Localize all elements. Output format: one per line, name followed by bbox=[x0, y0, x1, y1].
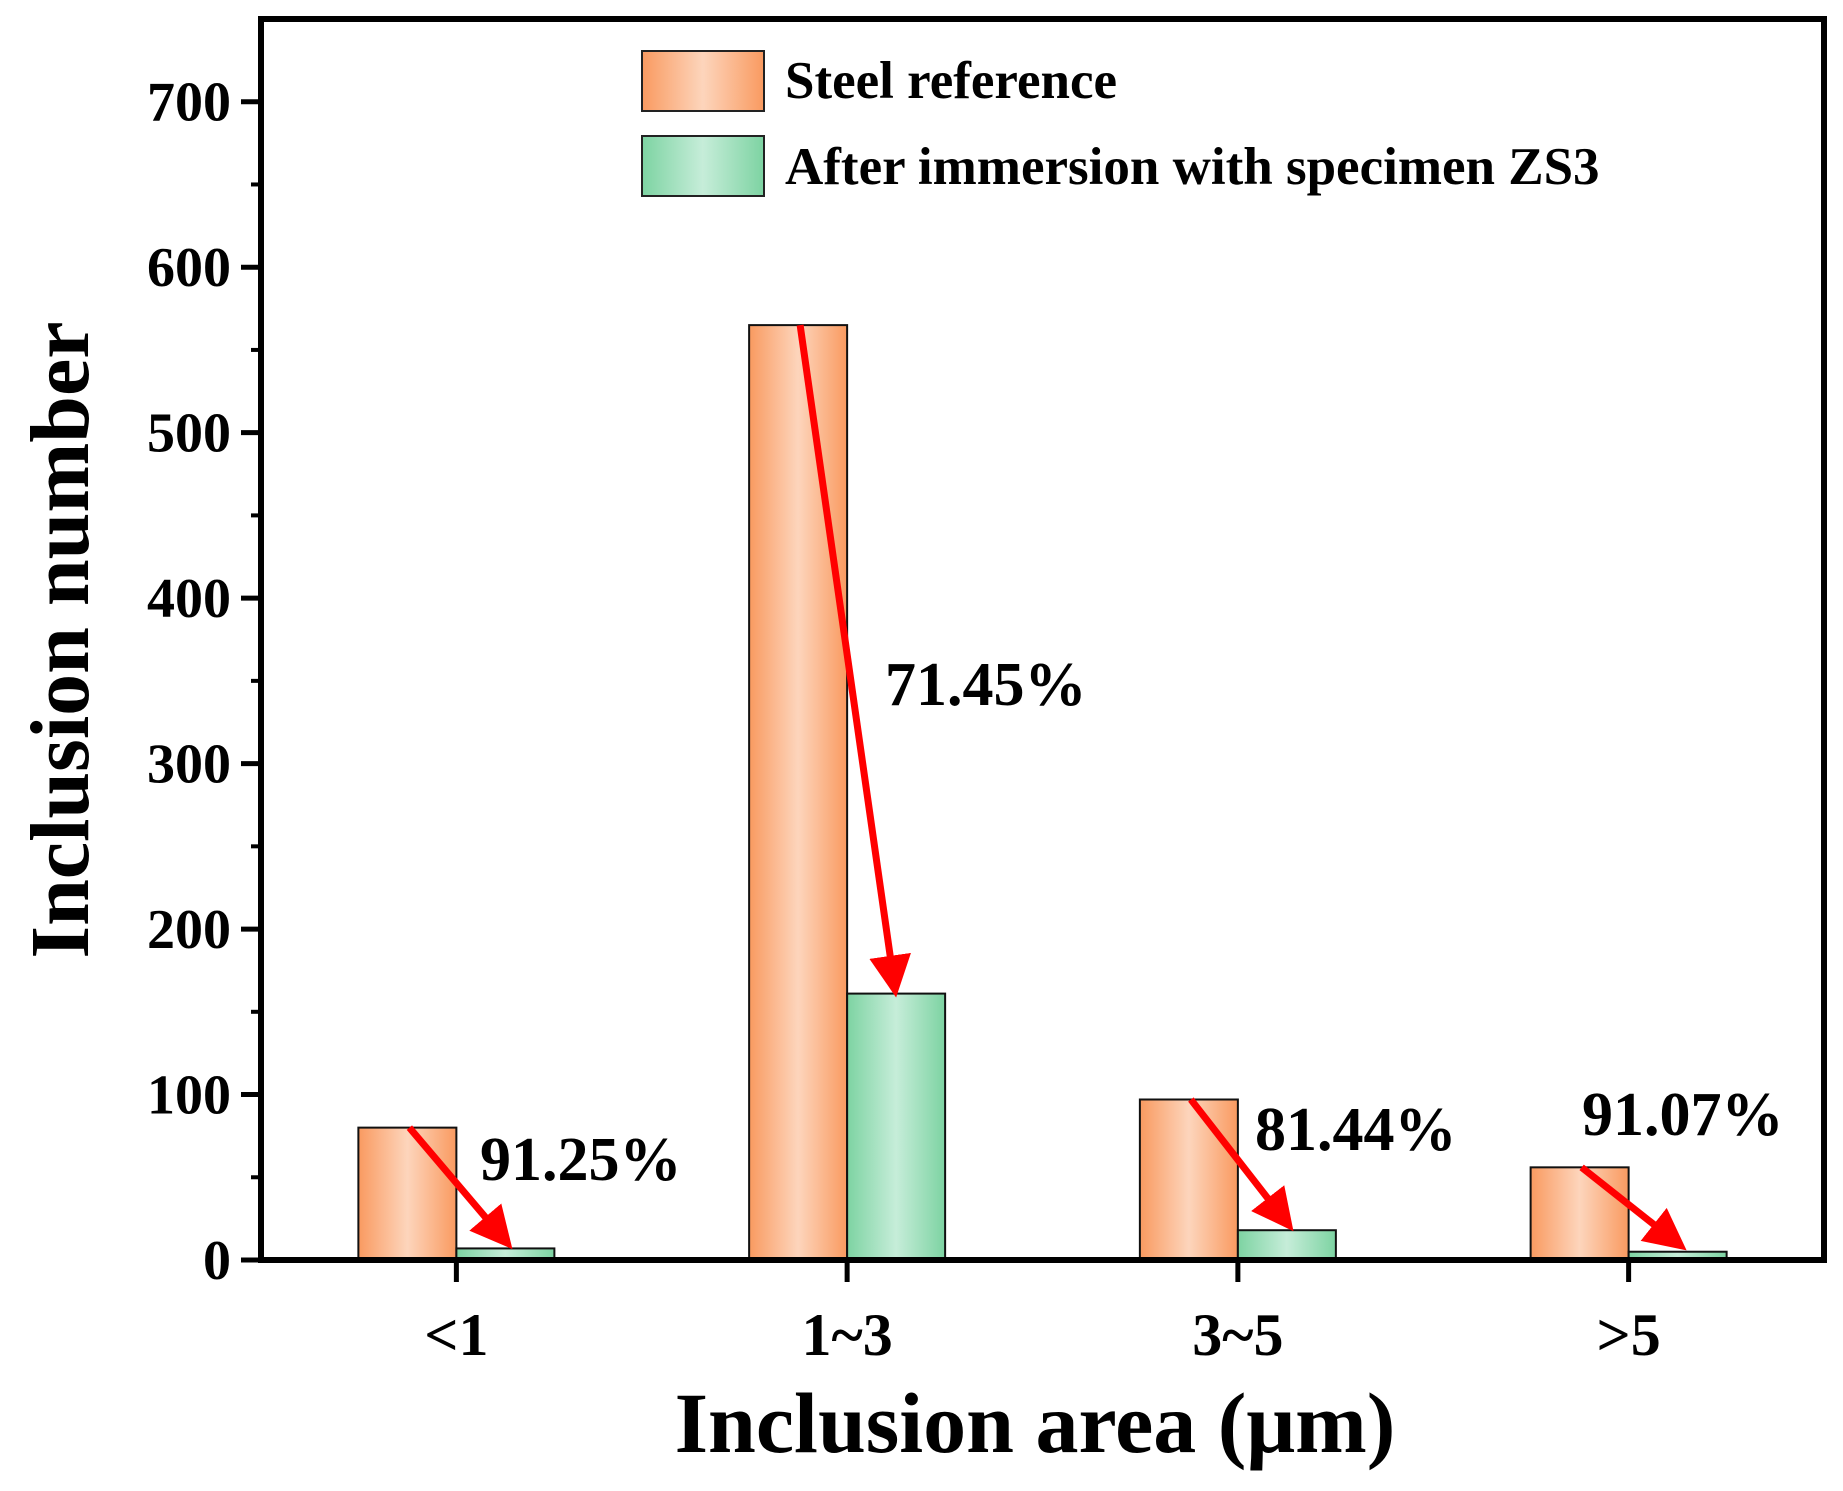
y-tick-label: 600 bbox=[147, 237, 231, 299]
x-tick-label: <1 bbox=[424, 1302, 488, 1368]
reduction-arrow bbox=[1579, 1164, 1687, 1251]
bar-steel-reference-1 bbox=[748, 324, 849, 1261]
y-tick-label: 700 bbox=[147, 72, 231, 134]
reduction-label: 71.45% bbox=[885, 651, 1087, 719]
y-tick-label: 300 bbox=[147, 734, 231, 796]
bar-after-immersion-1 bbox=[846, 992, 947, 1262]
reduction-label: 91.07% bbox=[1582, 1081, 1784, 1149]
reduction-label: 91.25% bbox=[480, 1126, 682, 1194]
reduction-arrow bbox=[796, 324, 911, 998]
x-tick-label: 1~3 bbox=[802, 1302, 893, 1368]
legend: Steel reference After immersion with spe… bbox=[641, 50, 1600, 197]
bar-after-immersion-2 bbox=[1236, 1229, 1337, 1261]
legend-swatch-steel-reference bbox=[641, 50, 765, 112]
y-tick-label: 400 bbox=[147, 568, 231, 630]
x-axis-label: Inclusion area (μm) bbox=[675, 1375, 1396, 1471]
bar-steel-reference-0 bbox=[357, 1126, 458, 1262]
reduction-arrow bbox=[406, 1125, 513, 1250]
y-axis-label: Inclusion number bbox=[14, 321, 107, 958]
legend-label-after-immersion: After immersion with specimen ZS3 bbox=[785, 138, 1600, 196]
x-tick-label: >5 bbox=[1597, 1302, 1661, 1368]
plot-frame bbox=[258, 16, 1827, 1263]
y-tick-label: 100 bbox=[147, 1065, 231, 1127]
legend-label-steel-reference: Steel reference bbox=[785, 52, 1117, 110]
y-tick-label: 500 bbox=[147, 403, 231, 465]
bar-steel-reference-3 bbox=[1529, 1166, 1630, 1261]
x-tick-label: 3~5 bbox=[1192, 1302, 1283, 1368]
legend-swatch-after-immersion bbox=[641, 135, 765, 197]
bar-steel-reference-2 bbox=[1138, 1098, 1239, 1261]
reduction-arrow bbox=[1188, 1097, 1294, 1232]
y-tick-label: 200 bbox=[147, 899, 231, 961]
reduction-label: 81.44% bbox=[1255, 1096, 1457, 1164]
y-tick-label: 0 bbox=[203, 1230, 231, 1292]
